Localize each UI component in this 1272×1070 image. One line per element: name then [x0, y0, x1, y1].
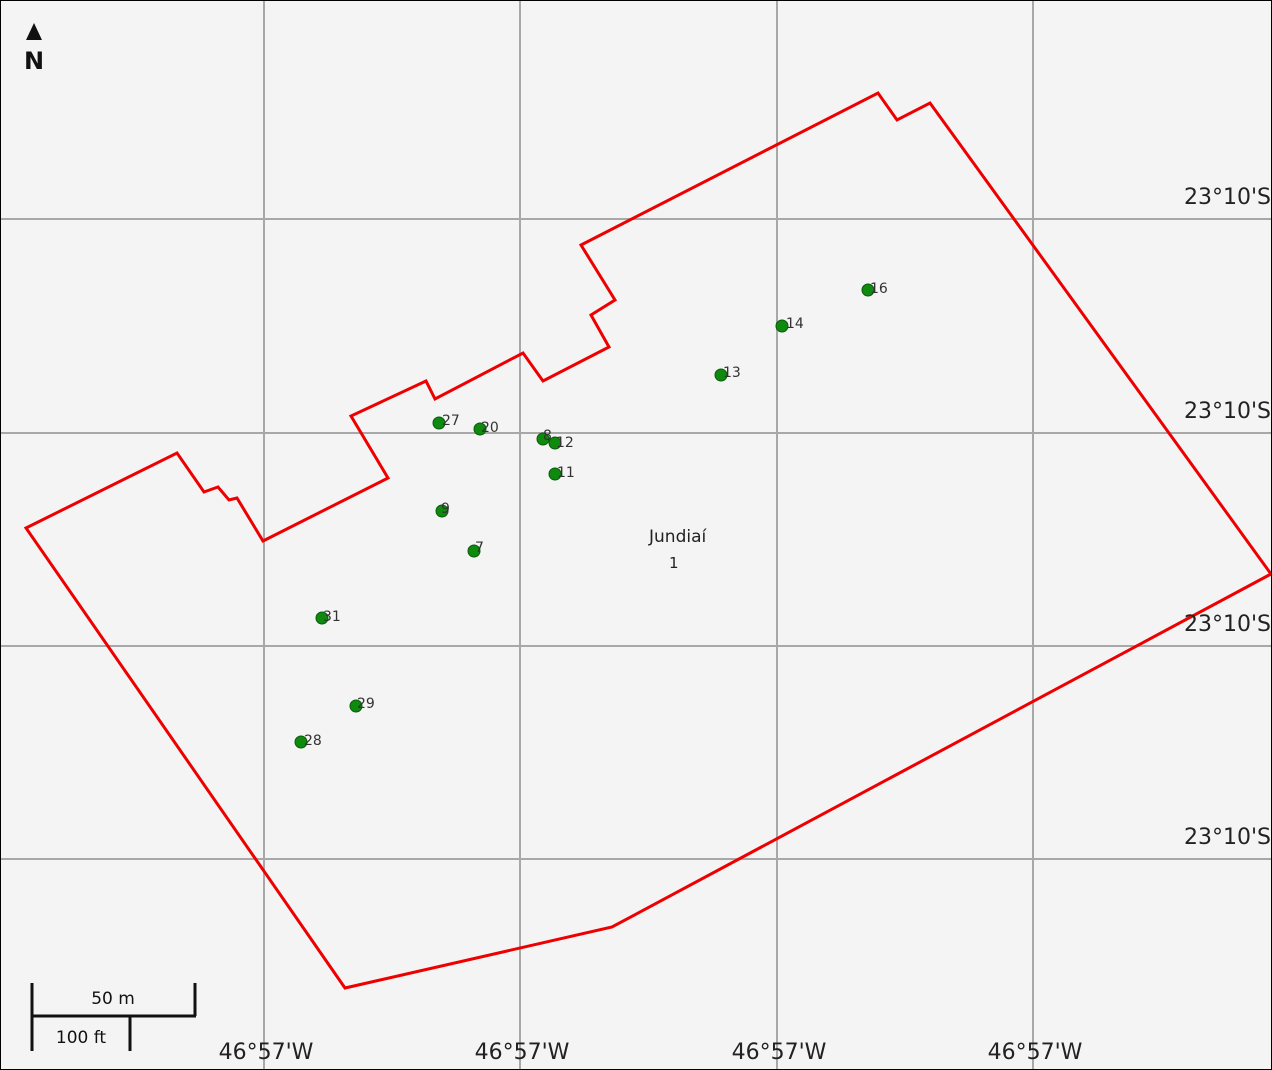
- point-label: 27: [442, 413, 460, 429]
- point-label: 31: [323, 609, 341, 625]
- latitude-label: 23°10'S: [1184, 399, 1271, 424]
- point-marker[interactable]: 12: [548, 435, 574, 451]
- latitude-label: 23°10'S: [1184, 612, 1271, 637]
- point-label: 8: [543, 428, 552, 444]
- latitude-labels: 23°10'S 23°10'S 23°10'S 23°10'S: [1184, 185, 1271, 850]
- point-marker[interactable]: 20: [473, 420, 499, 436]
- point-marker[interactable]: 9: [435, 501, 450, 518]
- point-marker[interactable]: 16: [861, 281, 888, 297]
- point-label: 9: [441, 501, 450, 517]
- points-layer: 16 14 13 27 20 8: [294, 281, 888, 749]
- point-marker[interactable]: 8: [536, 428, 552, 446]
- point-label: 29: [357, 696, 375, 712]
- area-name-label: Jundiaí: [648, 527, 707, 547]
- north-arrow-icon: N: [24, 23, 44, 75]
- scale-metric-label: 50 m: [91, 989, 135, 1009]
- latitude-label: 23°10'S: [1184, 185, 1271, 210]
- point-marker[interactable]: 29: [349, 696, 375, 713]
- longitude-labels: 46°57'W 46°57'W 46°57'W 46°57'W: [219, 1040, 1083, 1065]
- point-marker[interactable]: 13: [714, 365, 741, 382]
- longitude-label: 46°57'W: [732, 1040, 827, 1065]
- point-marker[interactable]: 27: [432, 413, 460, 430]
- point-marker[interactable]: 11: [548, 465, 575, 481]
- north-label: N: [24, 47, 44, 75]
- point-marker[interactable]: 14: [775, 316, 804, 333]
- point-marker[interactable]: 7: [467, 540, 484, 558]
- point-label: 20: [481, 420, 499, 436]
- point-marker[interactable]: 31: [315, 609, 341, 625]
- area-boundary[interactable]: [23, 91, 1271, 990]
- point-label: 14: [786, 316, 804, 332]
- latitude-label: 23°10'S: [1184, 825, 1271, 850]
- scale-bar: 50 m 100 ft: [30, 983, 197, 1051]
- longitude-label: 46°57'W: [475, 1040, 570, 1065]
- point-label: 16: [870, 281, 888, 297]
- point-label: 28: [304, 733, 322, 749]
- longitude-label: 46°57'W: [219, 1040, 314, 1065]
- longitude-label: 46°57'W: [988, 1040, 1083, 1065]
- point-label: 11: [557, 465, 575, 481]
- point-label: 7: [475, 540, 484, 556]
- scale-imperial-label: 100 ft: [56, 1028, 107, 1048]
- point-label: 13: [723, 365, 741, 381]
- point-marker[interactable]: 28: [294, 733, 322, 749]
- point-label: 12: [556, 435, 574, 451]
- area-count-label: 1: [669, 554, 679, 572]
